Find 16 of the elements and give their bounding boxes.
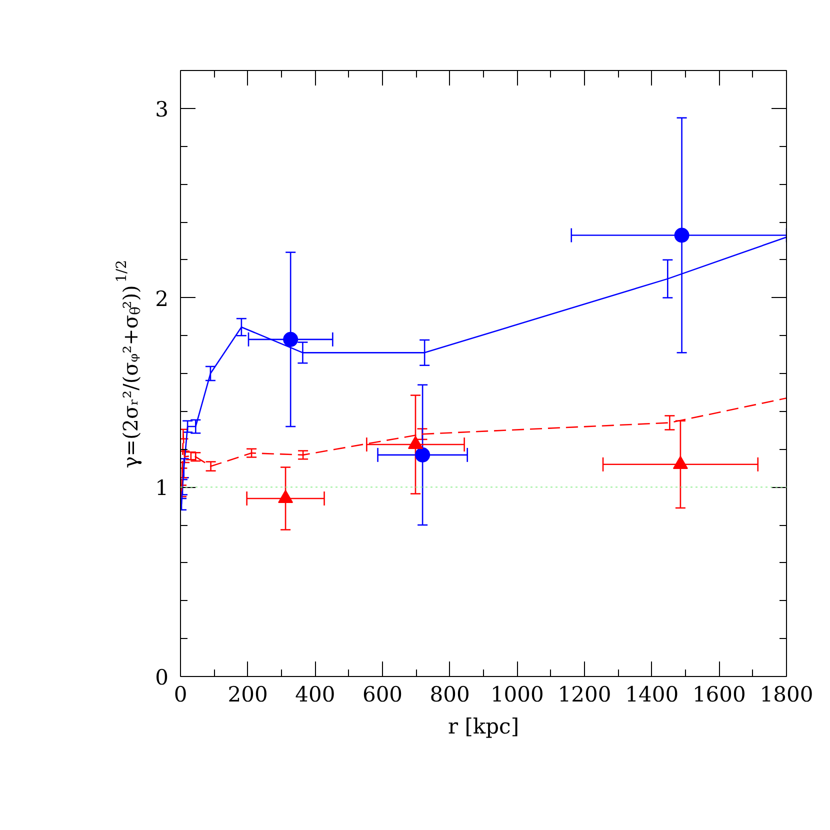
y-tick-label: 3 [155,97,169,122]
x-tick-label: 1000 [490,682,544,706]
y-axis-title: γ=(2σᵣ²/(σᵩ²+σθ²))1/2 [114,260,144,468]
x-tick-label: 400 [295,682,336,706]
y-tick-label: 0 [155,666,169,690]
x-tick-label: 600 [362,682,403,706]
y-tick-label: 1 [155,476,169,500]
x-tick-label: 1600 [692,682,746,706]
x-axis-title: r [kpc] [448,714,520,738]
x-tick-label: 200 [228,682,268,706]
x-tick-label: 800 [430,682,470,706]
x-tick-label: 1400 [625,682,679,706]
y-tick-label: 2 [155,286,169,311]
x-tick-label: 1800 [760,682,814,706]
x-tick-label: 0 [174,682,188,706]
x-tick-label: 1200 [558,682,612,706]
